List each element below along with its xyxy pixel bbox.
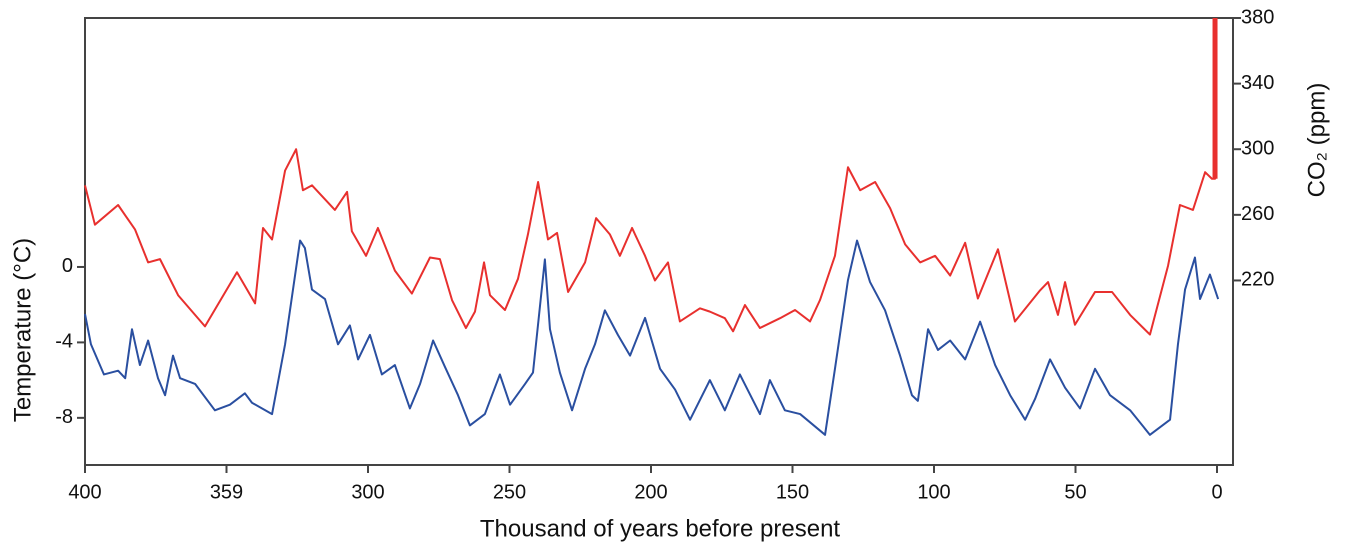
y2-tick-label: 260 [1241, 203, 1274, 225]
x-tick-label: 0 [1211, 481, 1222, 503]
y2-tick-label: 380 [1241, 6, 1274, 28]
y-tick-label: -8 [55, 406, 73, 428]
y2-tick-label: 300 [1241, 138, 1274, 160]
y-tick-label: -4 [55, 331, 73, 353]
x-tick-label: 50 [1064, 481, 1086, 503]
line-series [84, 18, 1217, 336]
x-axis-label: Thousand of years before present [480, 515, 841, 542]
y2-tick-label: 340 [1241, 72, 1274, 94]
x-tick-label: 359 [210, 481, 243, 503]
x-tick-label: 300 [351, 481, 384, 503]
x-tick-label: 400 [68, 481, 101, 503]
x-tick-label: 100 [917, 481, 950, 503]
plot-frame [84, 17, 1234, 466]
y-tick-label: 0 [62, 255, 73, 277]
y2-tick-label: 220 [1241, 269, 1274, 291]
x-tick-label: 250 [493, 481, 526, 503]
x-tick-label: 150 [776, 481, 809, 503]
x-tick-label: 200 [634, 481, 667, 503]
y2-axis-label: CO₂ (ppm) [1303, 83, 1330, 198]
line-series [84, 239, 1220, 436]
y-axis-label: Temperature (°C) [9, 238, 36, 422]
